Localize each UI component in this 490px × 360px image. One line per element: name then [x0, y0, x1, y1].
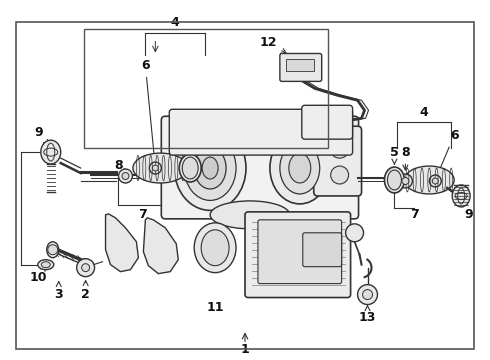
- Ellipse shape: [41, 140, 61, 164]
- Ellipse shape: [210, 201, 290, 229]
- Text: 2: 2: [81, 281, 90, 301]
- Ellipse shape: [194, 147, 226, 189]
- Text: 6: 6: [141, 59, 157, 164]
- Text: 1: 1: [241, 343, 249, 356]
- Ellipse shape: [133, 153, 188, 183]
- Ellipse shape: [404, 166, 454, 194]
- Bar: [84, 30, 328, 148]
- Polygon shape: [105, 214, 138, 272]
- Circle shape: [82, 264, 90, 272]
- FancyBboxPatch shape: [245, 212, 350, 298]
- Text: 13: 13: [359, 305, 376, 324]
- Ellipse shape: [388, 170, 401, 190]
- Circle shape: [402, 177, 409, 184]
- Circle shape: [152, 165, 158, 171]
- FancyBboxPatch shape: [258, 220, 342, 284]
- Text: 8: 8: [114, 158, 126, 174]
- Circle shape: [122, 172, 129, 180]
- Text: 5: 5: [194, 126, 222, 153]
- Bar: [286, 59, 314, 71]
- Ellipse shape: [289, 153, 311, 183]
- Circle shape: [358, 285, 377, 305]
- FancyBboxPatch shape: [280, 54, 322, 81]
- Text: 7: 7: [410, 208, 419, 221]
- Ellipse shape: [280, 142, 319, 194]
- Ellipse shape: [47, 242, 59, 258]
- Circle shape: [432, 178, 438, 184]
- Text: 9: 9: [34, 126, 49, 145]
- Text: 6: 6: [437, 129, 459, 176]
- FancyBboxPatch shape: [303, 233, 342, 267]
- Ellipse shape: [179, 154, 201, 182]
- Text: 4: 4: [171, 16, 180, 29]
- Ellipse shape: [182, 157, 198, 179]
- Circle shape: [119, 169, 132, 183]
- Text: 10: 10: [30, 266, 48, 284]
- Circle shape: [398, 174, 413, 188]
- FancyBboxPatch shape: [161, 116, 359, 219]
- Text: 14: 14: [329, 236, 347, 254]
- FancyBboxPatch shape: [314, 126, 362, 196]
- Circle shape: [149, 162, 161, 174]
- Ellipse shape: [194, 223, 236, 273]
- Ellipse shape: [270, 132, 330, 204]
- Text: 11: 11: [206, 301, 224, 314]
- Ellipse shape: [41, 262, 50, 268]
- FancyBboxPatch shape: [169, 109, 353, 155]
- Ellipse shape: [201, 230, 229, 266]
- Ellipse shape: [174, 126, 246, 210]
- Ellipse shape: [345, 224, 364, 242]
- Circle shape: [76, 259, 95, 276]
- Text: 8: 8: [401, 145, 410, 170]
- Ellipse shape: [331, 166, 348, 184]
- Ellipse shape: [184, 136, 236, 201]
- Circle shape: [429, 175, 441, 187]
- Text: 5: 5: [390, 145, 399, 165]
- Text: 4: 4: [420, 106, 429, 119]
- Ellipse shape: [330, 138, 349, 158]
- Text: 3: 3: [54, 282, 63, 301]
- Ellipse shape: [202, 157, 218, 179]
- Ellipse shape: [385, 167, 404, 193]
- Text: 12: 12: [259, 36, 286, 53]
- Ellipse shape: [452, 185, 470, 207]
- Text: 7: 7: [138, 208, 147, 221]
- FancyBboxPatch shape: [302, 105, 353, 139]
- Text: 9: 9: [463, 202, 473, 221]
- Circle shape: [363, 289, 372, 300]
- Ellipse shape: [38, 260, 54, 270]
- Circle shape: [48, 245, 58, 255]
- Polygon shape: [144, 218, 178, 274]
